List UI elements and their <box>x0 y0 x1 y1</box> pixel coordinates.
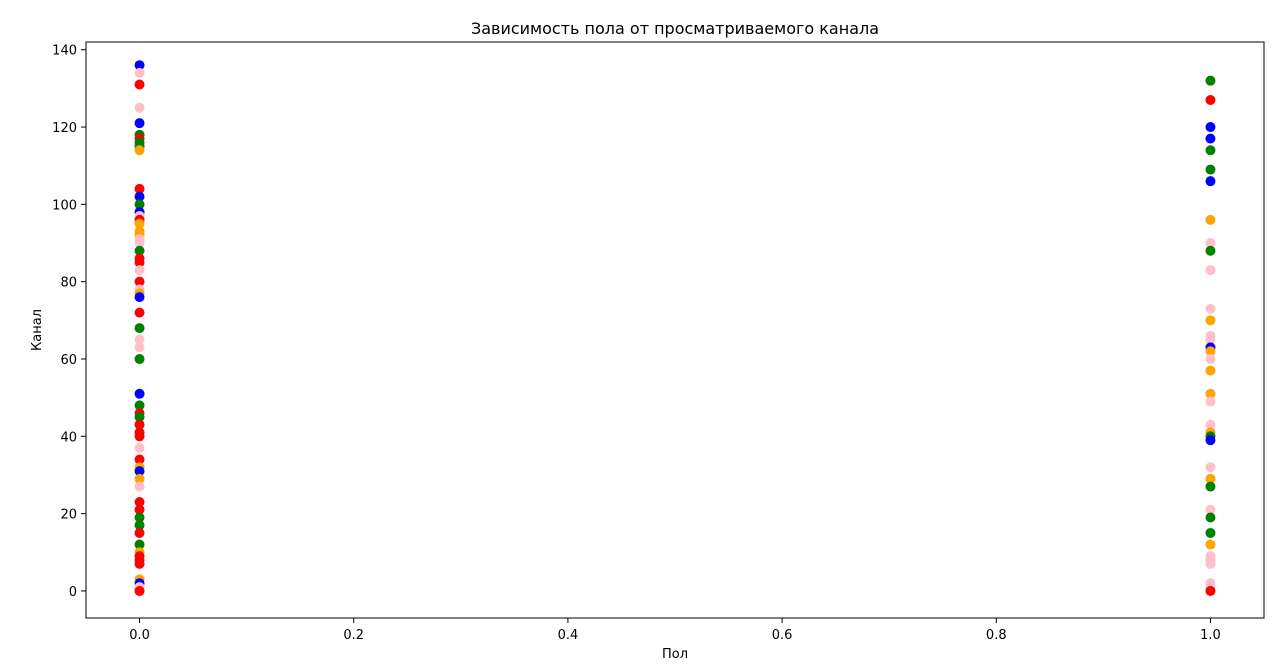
data-point <box>134 245 145 256</box>
y-tick-label: 0 <box>69 585 77 600</box>
data-point <box>134 238 145 249</box>
data-point <box>1205 133 1216 144</box>
data-point <box>1205 419 1216 430</box>
data-point <box>1205 504 1216 515</box>
x-tick-label: 0.6 <box>772 628 793 643</box>
data-point <box>134 431 145 442</box>
y-tick-label: 100 <box>52 198 77 213</box>
data-point <box>1205 303 1216 314</box>
data-point <box>134 527 145 538</box>
y-axis-ticks: 0 20 40 60 80 100 120 140 <box>52 44 86 600</box>
data-point <box>1205 473 1216 484</box>
data-point <box>134 118 145 129</box>
data-point <box>134 466 145 477</box>
data-point <box>134 292 145 303</box>
x-tick-label: 1.0 <box>1200 628 1221 643</box>
data-point <box>134 400 145 411</box>
data-point <box>1205 145 1216 156</box>
data-point <box>134 276 145 287</box>
data-point <box>1205 75 1216 86</box>
y-tick-label: 80 <box>60 276 77 291</box>
data-point <box>134 585 145 596</box>
x-axis-ticks: 0.0 0.2 0.4 0.6 0.8 1.0 <box>129 618 1221 643</box>
data-point <box>134 442 145 453</box>
data-point <box>1205 315 1216 326</box>
data-point <box>134 481 145 492</box>
data-point <box>1205 94 1216 105</box>
data-point <box>134 539 145 550</box>
data-point <box>1205 481 1216 492</box>
y-axis-label: Канал <box>30 309 45 351</box>
data-point <box>134 497 145 508</box>
data-point <box>134 512 145 523</box>
data-point <box>134 342 145 353</box>
y-tick-label: 140 <box>52 44 77 59</box>
data-point <box>1205 238 1216 249</box>
data-point <box>134 419 145 430</box>
y-tick-label: 40 <box>60 430 77 445</box>
data-point <box>1205 245 1216 256</box>
data-point <box>1205 176 1216 187</box>
data-point <box>1205 462 1216 473</box>
data-point <box>1205 353 1216 364</box>
data-point <box>134 79 145 90</box>
data-point <box>1205 214 1216 225</box>
data-point <box>134 183 145 194</box>
data-point <box>134 411 145 422</box>
data-point <box>134 504 145 515</box>
data-point <box>134 388 145 399</box>
data-point <box>1205 122 1216 133</box>
data-points <box>134 60 1216 596</box>
data-point <box>134 145 145 156</box>
data-point <box>134 473 145 484</box>
data-point <box>134 67 145 78</box>
data-point <box>134 257 145 268</box>
data-point <box>1205 539 1216 550</box>
data-point <box>134 558 145 569</box>
x-tick-label: 0.0 <box>129 628 150 643</box>
data-point <box>134 218 145 229</box>
chart-title: Зависимость пола от просматриваемого кан… <box>471 19 879 38</box>
data-point <box>134 307 145 318</box>
data-point <box>134 520 145 531</box>
x-tick-label: 0.8 <box>986 628 1007 643</box>
y-tick-label: 20 <box>60 508 77 523</box>
data-point <box>1205 334 1216 345</box>
data-point <box>1205 388 1216 399</box>
data-point <box>1205 265 1216 276</box>
data-point <box>134 102 145 113</box>
data-point <box>134 334 145 345</box>
data-point <box>134 353 145 364</box>
data-point <box>1205 585 1216 596</box>
data-point <box>1205 164 1216 175</box>
data-point <box>1205 435 1216 446</box>
y-tick-label: 120 <box>52 121 77 136</box>
data-point <box>1205 512 1216 523</box>
y-tick-label: 60 <box>60 353 77 368</box>
data-point <box>1205 527 1216 538</box>
data-point <box>1205 396 1216 407</box>
data-point <box>134 199 145 210</box>
plot-area <box>85 41 1265 619</box>
data-point <box>1205 346 1216 357</box>
data-point <box>134 323 145 334</box>
x-tick-label: 0.4 <box>558 628 579 643</box>
data-point <box>134 191 145 202</box>
data-point <box>1205 365 1216 376</box>
x-axis-label: Пол <box>662 647 688 662</box>
data-point <box>134 60 145 71</box>
x-tick-label: 0.2 <box>343 628 364 643</box>
data-point <box>134 265 145 276</box>
data-point <box>134 454 145 465</box>
data-point <box>1205 558 1216 569</box>
